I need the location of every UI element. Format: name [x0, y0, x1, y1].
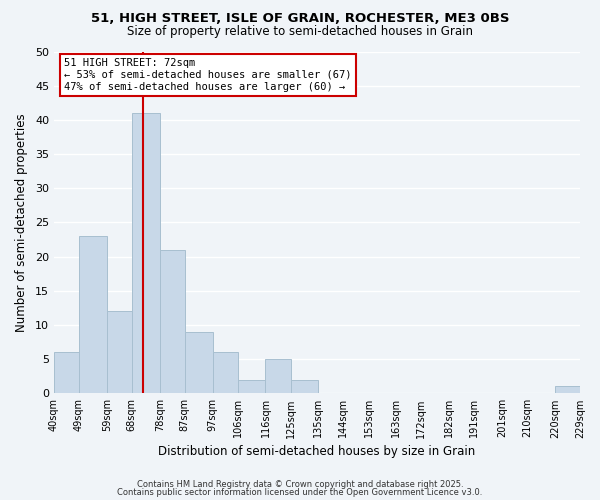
Bar [79, 236, 107, 394]
Bar [132, 113, 160, 394]
Bar [212, 352, 238, 394]
Text: Contains public sector information licensed under the Open Government Licence v3: Contains public sector information licen… [118, 488, 482, 497]
X-axis label: Distribution of semi-detached houses by size in Grain: Distribution of semi-detached houses by … [158, 444, 476, 458]
Text: 51, HIGH STREET, ISLE OF GRAIN, ROCHESTER, ME3 0BS: 51, HIGH STREET, ISLE OF GRAIN, ROCHESTE… [91, 12, 509, 26]
Bar [290, 380, 319, 394]
Bar [265, 359, 290, 394]
Bar [238, 380, 265, 394]
Bar [107, 312, 132, 394]
Bar [185, 332, 212, 394]
Bar [555, 386, 580, 394]
Bar [54, 352, 79, 394]
Text: 51 HIGH STREET: 72sqm
← 53% of semi-detached houses are smaller (67)
47% of semi: 51 HIGH STREET: 72sqm ← 53% of semi-deta… [64, 58, 352, 92]
Y-axis label: Number of semi-detached properties: Number of semi-detached properties [15, 113, 28, 332]
Text: Size of property relative to semi-detached houses in Grain: Size of property relative to semi-detach… [127, 25, 473, 38]
Text: Contains HM Land Registry data © Crown copyright and database right 2025.: Contains HM Land Registry data © Crown c… [137, 480, 463, 489]
Bar [160, 250, 185, 394]
